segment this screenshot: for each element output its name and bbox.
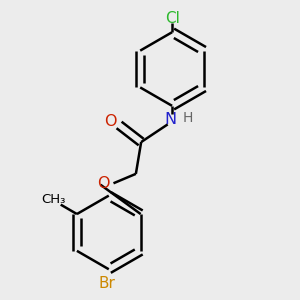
Text: O: O (97, 176, 110, 191)
Text: O: O (105, 114, 117, 129)
Text: CH₃: CH₃ (41, 193, 65, 206)
Text: Cl: Cl (165, 11, 179, 26)
Text: Br: Br (99, 276, 116, 291)
Text: N: N (164, 112, 177, 127)
Text: H: H (183, 111, 194, 124)
